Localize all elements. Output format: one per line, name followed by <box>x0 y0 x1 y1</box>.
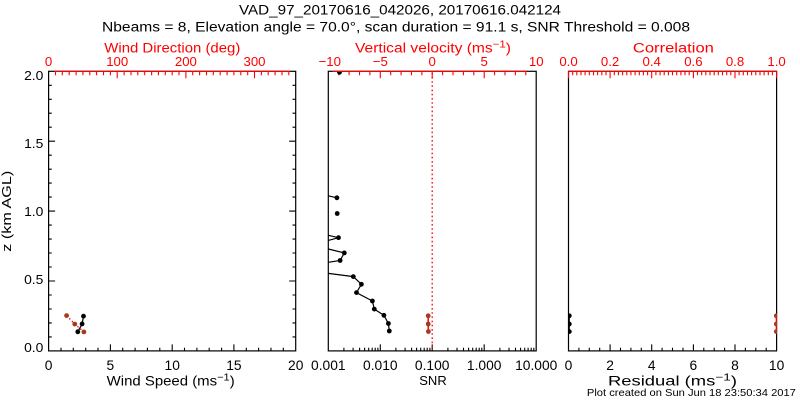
svg-text:0.0: 0.0 <box>24 340 43 355</box>
svg-text:0.0: 0.0 <box>559 54 577 69</box>
svg-text:15: 15 <box>226 358 242 373</box>
svg-text:0.5: 0.5 <box>24 272 43 287</box>
svg-text:300: 300 <box>243 54 265 69</box>
svg-text:VAD_97_20170616_042026, 201706: VAD_97_20170616_042026, 20170616.042124 <box>239 3 562 18</box>
svg-text:0.001: 0.001 <box>311 358 346 373</box>
svg-text:0: 0 <box>565 358 573 373</box>
svg-text:Wind Direction (deg): Wind Direction (deg) <box>104 41 240 56</box>
svg-text:20: 20 <box>288 358 304 373</box>
svg-text:Correlation: Correlation <box>633 41 714 56</box>
svg-text:0: 0 <box>429 54 436 69</box>
svg-text:5: 5 <box>481 54 488 69</box>
svg-text:0: 0 <box>45 358 53 373</box>
svg-text:z (km AGL): z (km AGL) <box>0 171 14 252</box>
svg-text:SNR: SNR <box>419 373 446 388</box>
svg-text:10: 10 <box>529 54 544 69</box>
svg-text:Plot created on Sun Jun 18 23:: Plot created on Sun Jun 18 23:50:34 2017 <box>587 387 796 399</box>
svg-text:0: 0 <box>45 54 52 69</box>
svg-text:Vertical velocity (ms−1): Vertical velocity (ms −1) <box>355 40 511 56</box>
svg-text:200: 200 <box>175 54 197 69</box>
svg-text:−5: −5 <box>373 54 388 69</box>
svg-text:0.6: 0.6 <box>684 54 702 69</box>
svg-text:0.4: 0.4 <box>643 54 661 69</box>
svg-text:100: 100 <box>106 54 128 69</box>
svg-text:6: 6 <box>690 358 698 373</box>
svg-text:0.100: 0.100 <box>415 358 450 373</box>
svg-text:10: 10 <box>769 358 785 373</box>
svg-text:10.000: 10.000 <box>515 358 558 373</box>
svg-text:−10: −10 <box>319 54 341 69</box>
svg-text:0.010: 0.010 <box>363 358 398 373</box>
svg-text:10: 10 <box>165 358 181 373</box>
svg-text:1.0: 1.0 <box>767 54 785 69</box>
svg-text:2.0: 2.0 <box>24 68 43 83</box>
svg-text:1.0: 1.0 <box>24 204 43 219</box>
svg-text:4: 4 <box>648 358 656 373</box>
svg-text:Residual (ms−1): Residual (ms −1) <box>608 373 737 389</box>
svg-text:2: 2 <box>606 358 614 373</box>
svg-text:0.2: 0.2 <box>601 54 619 69</box>
svg-text:Nbeams = 8, Elevation angle =: Nbeams = 8, Elevation angle = 70.0°, sca… <box>102 20 690 35</box>
svg-text:0.8: 0.8 <box>726 54 744 69</box>
svg-text:8: 8 <box>731 358 739 373</box>
svg-text:1.5: 1.5 <box>24 136 43 151</box>
svg-text:Wind Speed (ms−1): Wind Speed (ms −1) <box>107 373 235 389</box>
svg-text:5: 5 <box>107 358 115 373</box>
svg-text:1.000: 1.000 <box>467 358 502 373</box>
